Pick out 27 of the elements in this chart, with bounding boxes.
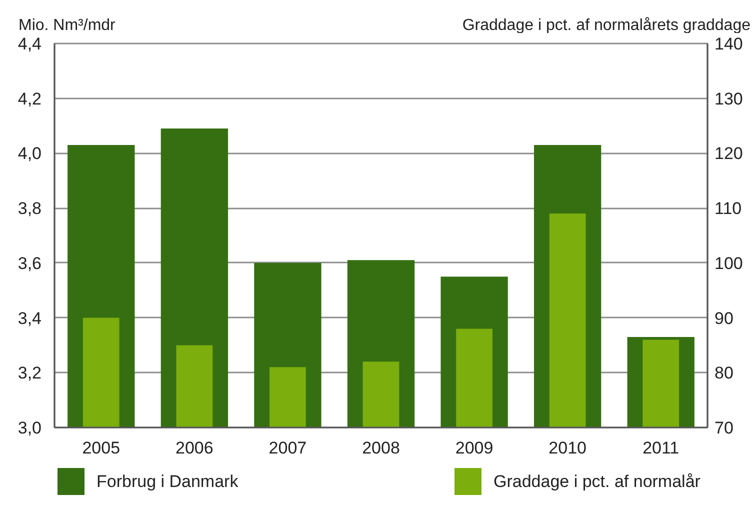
y-tick-label: 3,2 [18,364,42,383]
y-tick-label: 3,6 [18,254,42,273]
y-tick-label: 4,2 [18,89,42,108]
x-tick-label: 2007 [268,438,307,458]
x-tick-label: 2006 [176,438,214,458]
y2-tick-label: 100 [714,254,743,273]
legend-label: Forbrug i Danmark [96,472,239,491]
y2-tick-label: 140 [714,34,743,54]
y-axis-title: Mio. Nm³/mdr [18,17,116,34]
x-tick-label: 2010 [548,438,586,458]
x-tick-label: 2005 [82,438,120,458]
y2-tick-label: 110 [714,199,742,218]
x-tick-label: 2009 [455,438,494,458]
legend-label: Graddage i pct. af normalår [494,472,701,491]
y-tick-label: 4,0 [18,144,42,164]
y2-axis-title: Graddage i pct. af normalårets graddage [462,17,751,34]
y-tick-label: 3,4 [18,308,42,328]
y2-tick-label: 90 [714,308,734,328]
y2-tick-label: 70 [714,418,734,438]
y2-tick-label: 80 [714,364,734,383]
x-tick-label: 2011 [642,438,680,458]
x-tick-label: 2008 [362,438,400,458]
y2-tick-label: 120 [714,144,743,164]
y-tick-label: 3,0 [18,418,42,438]
y-tick-label: 3,8 [18,199,42,218]
y-tick-label: 4,4 [18,34,42,54]
y2-tick-label: 130 [714,89,743,108]
